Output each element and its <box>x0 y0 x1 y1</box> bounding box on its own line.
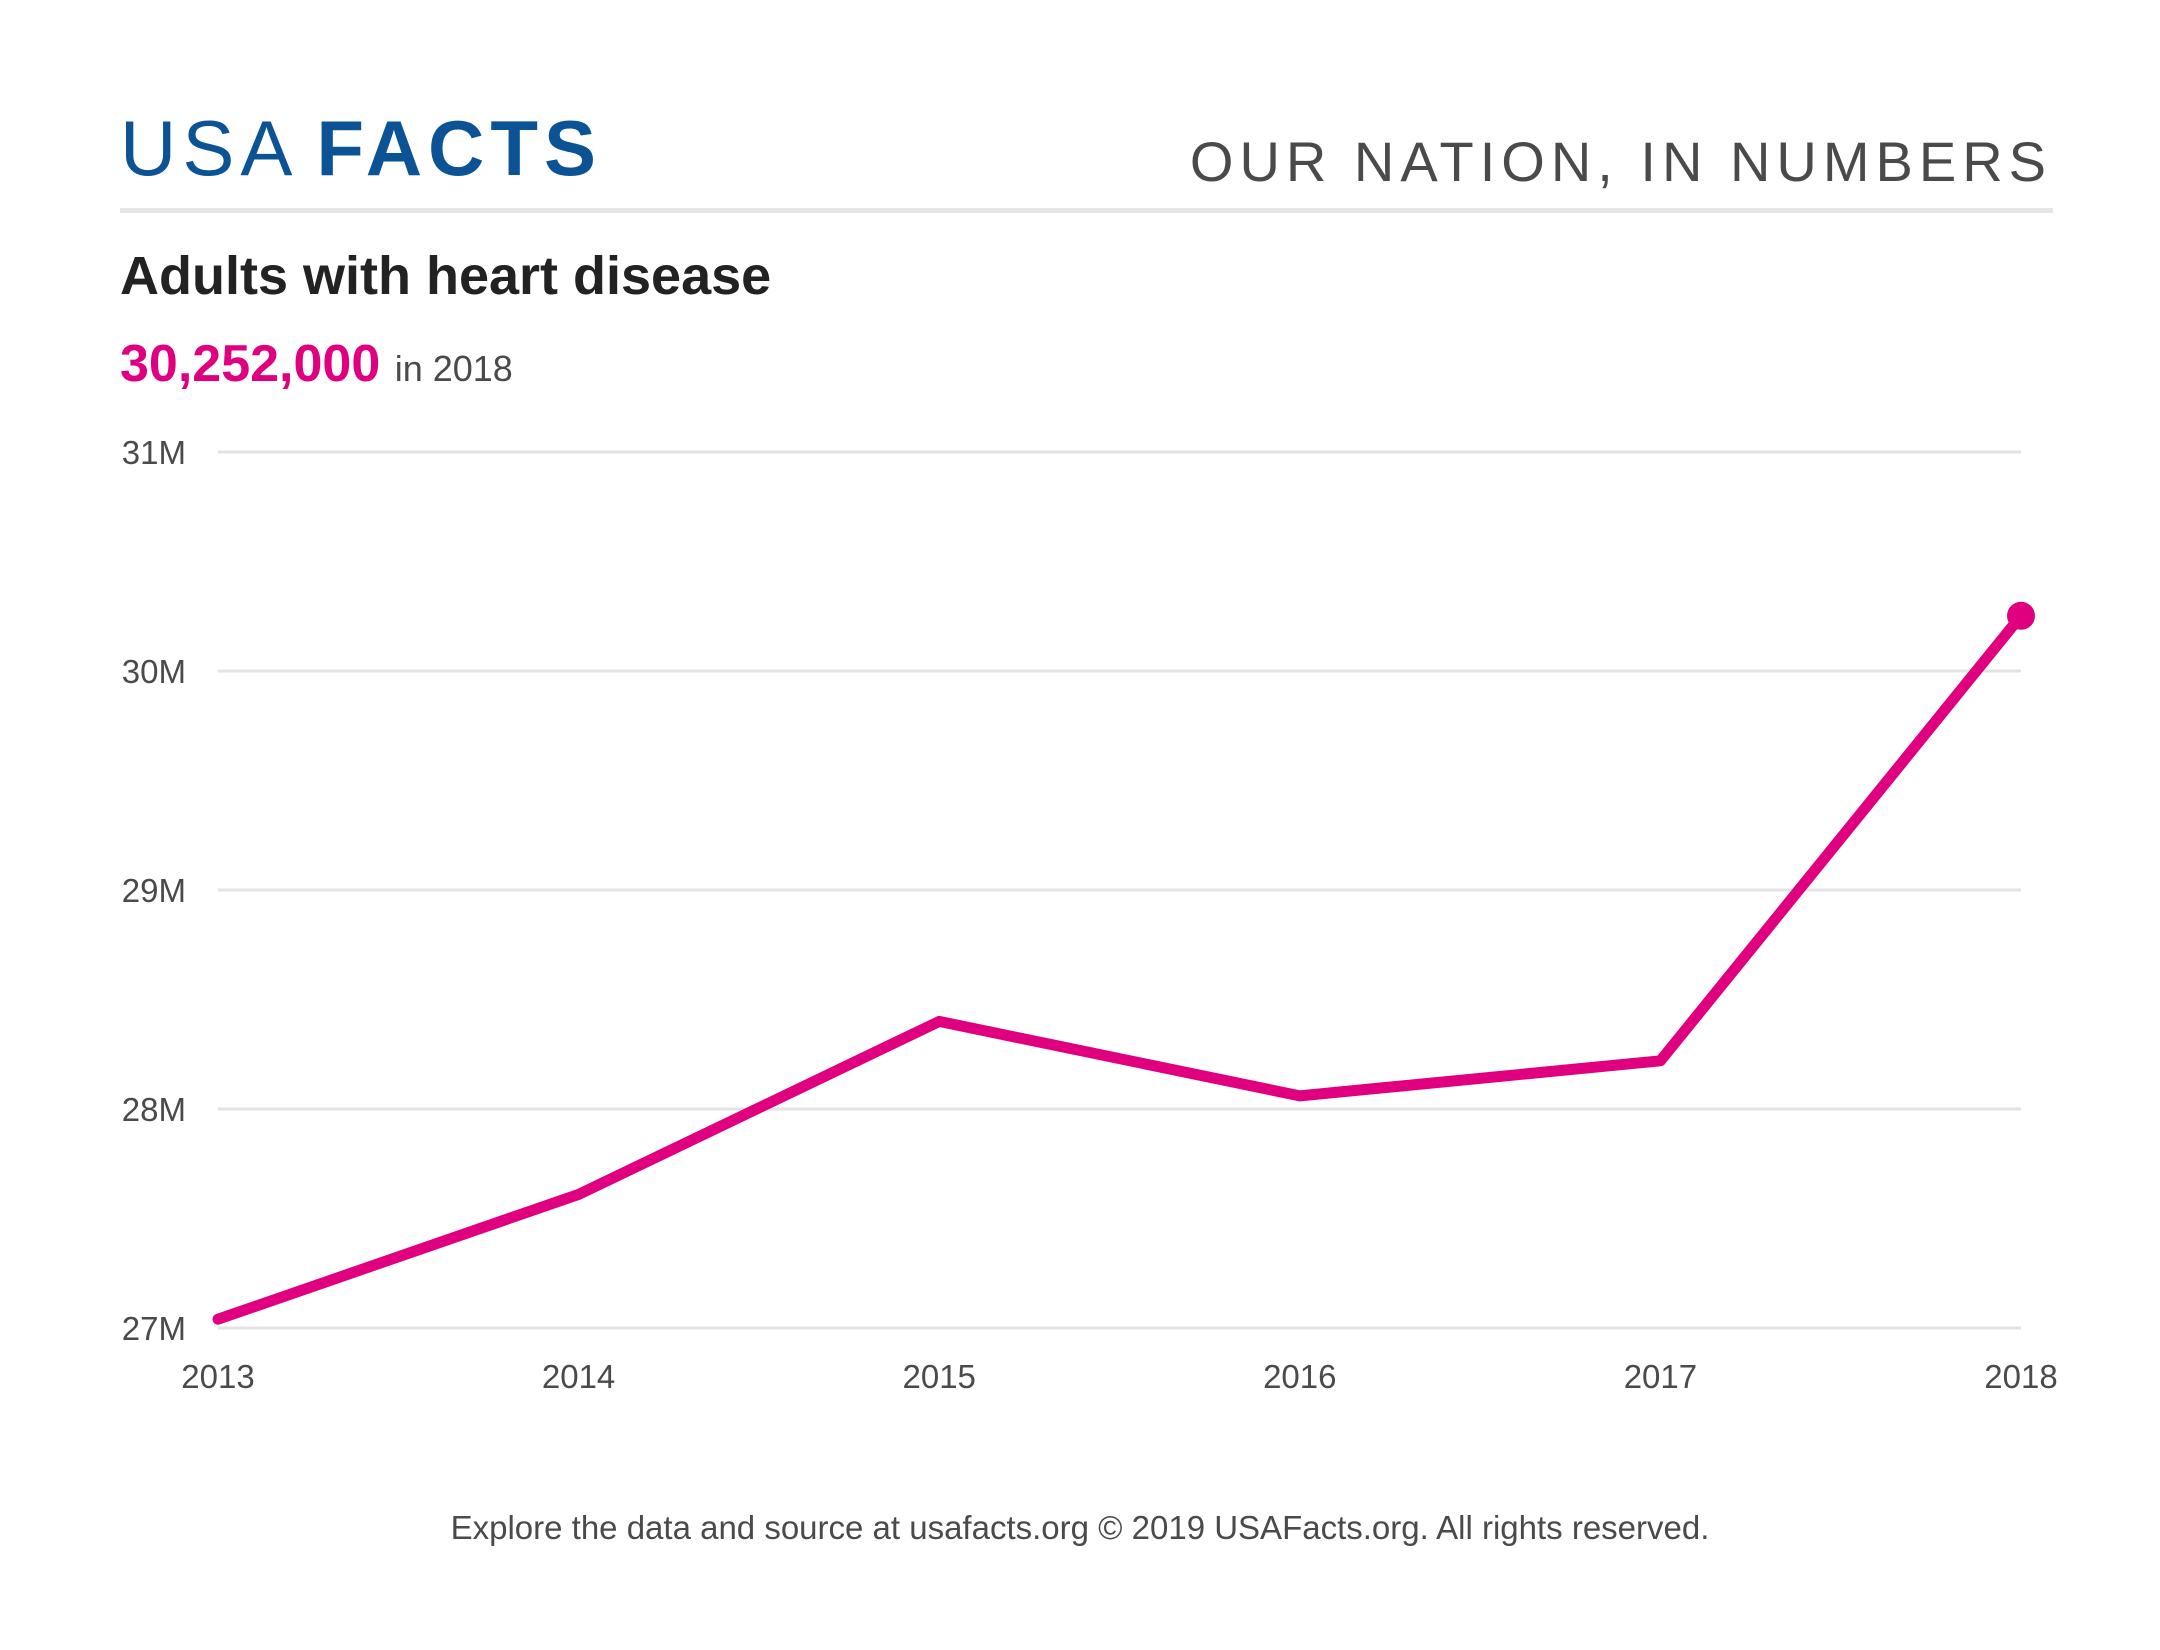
end-point-marker <box>2007 601 2035 630</box>
headline-value: 30,252,000 <box>120 335 381 393</box>
y-tick-label: 28M <box>122 1091 186 1128</box>
x-tick-label: 2015 <box>902 1358 975 1395</box>
y-axis-ticks: 27M 28M 29M 30M 31M <box>122 434 186 1347</box>
x-axis-ticks: 2013 2014 2015 2016 2017 2018 <box>181 1358 2057 1395</box>
x-tick-label: 2018 <box>1984 1358 2057 1395</box>
x-tick-label: 2013 <box>181 1358 254 1395</box>
y-tick-label: 30M <box>122 653 186 690</box>
logo-text-bold: FACTS <box>316 104 603 192</box>
series-line <box>212 610 2027 1325</box>
x-tick-label: 2016 <box>1263 1358 1336 1395</box>
y-tick-label: 31M <box>122 434 186 471</box>
x-tick-label: 2017 <box>1624 1358 1697 1395</box>
y-tick-label: 29M <box>122 872 186 909</box>
gridlines <box>218 450 2021 1330</box>
tagline: OUR NATION, IN NUMBERS <box>1189 130 2052 193</box>
headline-stat: 30,252,000 in 2018 <box>120 334 513 394</box>
footer-credit: Explore the data and source at usafacts.… <box>450 1509 1710 1546</box>
headline-suffix: in 2018 <box>394 348 513 389</box>
header-divider <box>120 208 2053 213</box>
x-tick-label: 2014 <box>542 1358 615 1395</box>
logo-text-light: USA <box>120 104 299 192</box>
series-layer <box>212 601 2035 1325</box>
y-tick-label: 27M <box>122 1310 186 1347</box>
chart-title: Adults with heart disease <box>120 246 772 306</box>
usafacts-logo: USA FACTS <box>120 108 602 188</box>
